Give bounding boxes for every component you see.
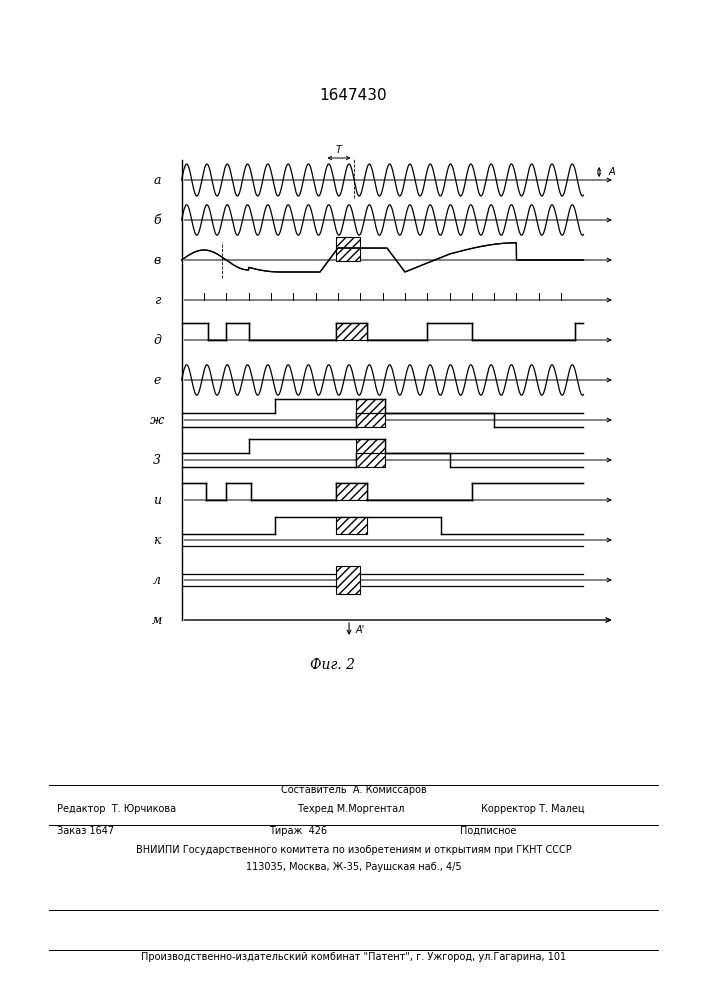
Text: A: A [608,167,614,177]
Text: в: в [153,253,160,266]
Text: ВНИИПИ Государственного комитета по изобретениям и открытиям при ГКНТ СССР: ВНИИПИ Государственного комитета по изоб… [136,845,571,855]
Text: и: и [153,493,161,506]
Text: Корректор Т. Малец: Корректор Т. Малец [481,804,585,814]
Bar [336,237,360,261]
Text: 113035, Москва, Ж-35, Раушская наб., 4/5: 113035, Москва, Ж-35, Раушская наб., 4/5 [246,862,461,872]
Bar [336,483,367,500]
Text: м: м [152,613,162,626]
Text: Производственно-издательский комбинат "Патент", г. Ужгород, ул.Гагарина, 101: Производственно-издательский комбинат "П… [141,952,566,962]
Text: б: б [153,214,160,227]
Text: Фиг. 2: Фиг. 2 [310,658,355,672]
Text: к: к [153,534,160,546]
Bar [336,517,367,534]
Text: а: а [153,174,160,186]
Bar [356,399,385,427]
Text: Редактор  Т. Юрчикова: Редактор Т. Юрчикова [57,804,175,814]
Bar [336,323,367,340]
Text: T: T [336,145,342,155]
Text: д: д [153,334,161,347]
Text: Составитель  А. Комиссаров: Составитель А. Комиссаров [281,785,426,795]
Text: Заказ 1647: Заказ 1647 [57,826,114,836]
Text: Подписное: Подписное [460,826,516,836]
Text: ж: ж [150,414,164,426]
Text: Тираж  426: Тираж 426 [269,826,327,836]
Bar [356,439,385,467]
Text: A': A' [356,625,365,635]
Text: 1647430: 1647430 [320,88,387,103]
Text: г: г [154,294,160,306]
Text: е: е [153,373,160,386]
Bar [336,566,360,594]
Text: 3: 3 [153,454,161,466]
Text: Техред М.Моргентал: Техред М.Моргентал [297,804,404,814]
Text: л: л [153,574,161,586]
